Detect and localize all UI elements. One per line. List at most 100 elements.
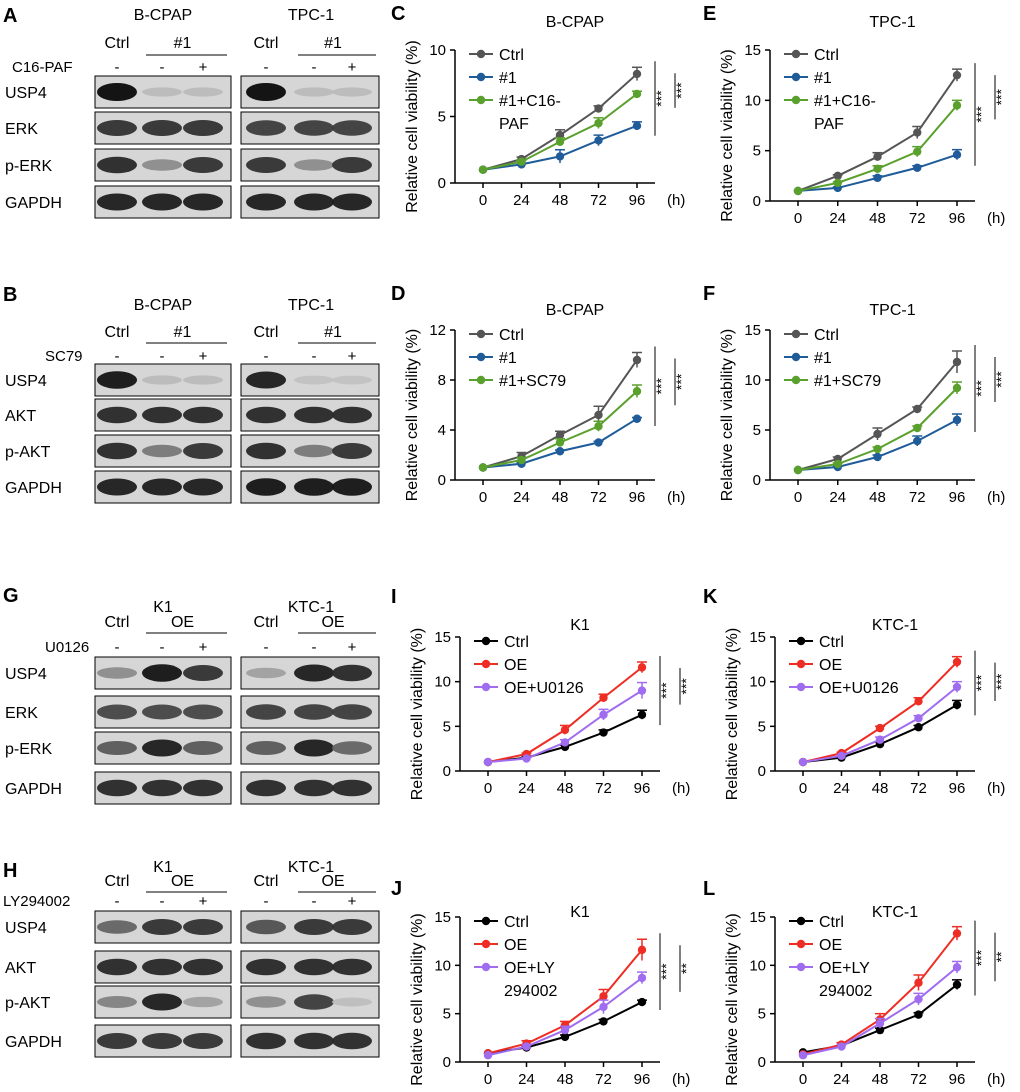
data-point bbox=[952, 101, 962, 110]
legend-swatch-dot bbox=[791, 95, 801, 105]
band-row-label: ERK bbox=[5, 705, 38, 722]
data-point bbox=[913, 423, 922, 433]
y-tick-label: 15 bbox=[434, 629, 451, 646]
blot-band bbox=[183, 665, 223, 681]
data-point bbox=[952, 657, 962, 667]
data-point bbox=[599, 1017, 608, 1026]
blot-band bbox=[183, 120, 223, 136]
blot-sign-label: - bbox=[312, 348, 317, 365]
panel-letter: B bbox=[3, 284, 17, 306]
y-tick-label: 4 bbox=[438, 422, 446, 439]
data-point bbox=[594, 136, 603, 145]
legend-label: Ctrl bbox=[499, 47, 524, 64]
blot-band bbox=[183, 704, 223, 720]
panel-letter: I bbox=[391, 586, 397, 608]
chart-title: K1 bbox=[570, 617, 590, 634]
blot-sign-label: + bbox=[348, 893, 357, 910]
band-row-label: p-ERK bbox=[5, 158, 52, 175]
blot-band bbox=[142, 193, 182, 211]
blot-band bbox=[294, 958, 334, 976]
line-chart-F: F TPC-1 0 5 10 15 0 24 48 72 96 (h) Relative cell vi… bbox=[703, 283, 1009, 506]
data-point bbox=[560, 1032, 570, 1042]
series-line bbox=[802, 704, 958, 764]
blot-band bbox=[142, 664, 182, 682]
y-tick-label: 10 bbox=[744, 92, 761, 109]
significance-label: *** bbox=[993, 673, 1009, 690]
x-tick-label: 0 bbox=[799, 1071, 807, 1088]
blot-band bbox=[246, 157, 286, 173]
legend-swatch-dot bbox=[481, 636, 491, 646]
data-point bbox=[952, 415, 962, 425]
blot-band bbox=[97, 1033, 137, 1049]
data-point bbox=[594, 104, 603, 113]
x-tick-label: 24 bbox=[513, 192, 530, 209]
band-row-label: USP4 bbox=[5, 920, 47, 937]
x-tick-label: 72 bbox=[595, 1071, 612, 1088]
significance-label: ** bbox=[993, 951, 1009, 962]
data-point bbox=[632, 121, 642, 131]
data-point bbox=[478, 463, 488, 472]
legend-label: #1+C16- bbox=[814, 93, 876, 110]
blot-band bbox=[142, 704, 182, 720]
legend-label: Ctrl bbox=[819, 634, 844, 651]
x-axis-label: (h) bbox=[987, 489, 1005, 506]
blot-cell-line-label: B-CPAP bbox=[134, 297, 192, 314]
blot-oe-label: #1 bbox=[324, 324, 342, 341]
blot-band bbox=[294, 779, 334, 797]
legend-swatch-dot bbox=[796, 659, 806, 669]
blot-oe-label: #1 bbox=[174, 324, 192, 341]
data-point bbox=[914, 714, 923, 723]
data-point bbox=[637, 997, 647, 1007]
legend-swatch-dot bbox=[481, 962, 491, 972]
x-tick-label: 24 bbox=[518, 780, 535, 797]
x-tick-label: 72 bbox=[910, 1071, 927, 1088]
data-point bbox=[913, 436, 922, 446]
blot-sign-label: - bbox=[264, 348, 269, 365]
blot-band bbox=[183, 406, 223, 424]
data-point bbox=[637, 945, 647, 955]
band-row-label: GAPDH bbox=[5, 480, 62, 497]
data-point bbox=[837, 751, 846, 761]
blot-band bbox=[142, 739, 182, 757]
series-line bbox=[482, 390, 638, 469]
blot-band bbox=[332, 478, 372, 496]
blot-sign-label: - bbox=[115, 59, 120, 76]
blot-band bbox=[97, 996, 137, 1008]
blot-band bbox=[142, 779, 182, 797]
chart-title: K1 bbox=[570, 904, 590, 921]
y-axis-label: Relative cell viability (%) bbox=[719, 49, 736, 222]
blot-band bbox=[246, 120, 286, 136]
blot-cell-line-label: TPC-1 bbox=[288, 297, 334, 314]
blot-band bbox=[142, 1033, 182, 1049]
blot-sign-label: + bbox=[199, 348, 208, 365]
data-point bbox=[594, 438, 603, 447]
data-point bbox=[522, 1042, 531, 1051]
significance-label: *** bbox=[973, 674, 989, 691]
data-point bbox=[875, 735, 885, 744]
y-tick-label: 15 bbox=[744, 322, 761, 339]
blot-sign-label: - bbox=[264, 893, 269, 910]
y-tick-label: 10 bbox=[744, 372, 761, 389]
blot-ctrl-label: Ctrl bbox=[254, 873, 279, 890]
blot-oe-label: #1 bbox=[324, 35, 342, 52]
x-axis-label: (h) bbox=[987, 210, 1005, 227]
legend-label: #1 bbox=[499, 70, 517, 87]
blot-band bbox=[294, 159, 334, 171]
blot-band bbox=[97, 667, 137, 679]
x-tick-label: 48 bbox=[869, 489, 886, 506]
blot-cell-line-label: KTC-1 bbox=[288, 859, 334, 876]
blot-sign-label: - bbox=[160, 348, 165, 365]
blot-treatment-label: SC79 bbox=[45, 348, 83, 365]
data-point bbox=[873, 452, 882, 462]
blot-sign-label: + bbox=[348, 59, 357, 76]
blot-band bbox=[246, 741, 286, 755]
blot-band bbox=[332, 741, 372, 755]
blot-band bbox=[183, 375, 223, 385]
blot-treatment-label: U0126 bbox=[45, 639, 89, 656]
x-tick-label: 24 bbox=[833, 780, 850, 797]
x-tick-label: 72 bbox=[909, 210, 926, 227]
blot-band bbox=[183, 443, 223, 459]
data-point bbox=[560, 1025, 570, 1035]
data-point bbox=[833, 171, 842, 181]
y-tick-label: 0 bbox=[753, 193, 761, 210]
